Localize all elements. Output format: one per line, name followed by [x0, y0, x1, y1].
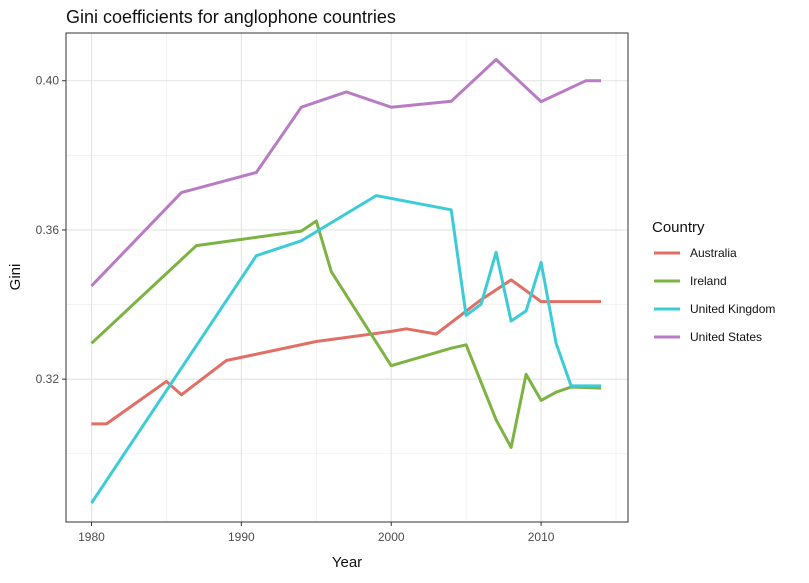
legend: Australia Ireland United Kingdom United Sta… [654, 246, 775, 344]
y-tick-label: 0.32 [36, 372, 60, 386]
series-line-australia [91, 278, 601, 426]
x-axis-title: Year [332, 554, 362, 571]
series-line-united-states [90, 58, 601, 287]
series-line-united-kingdom [90, 194, 601, 504]
legend-label: Ireland [690, 274, 727, 288]
y-tick-label: 0.40 [36, 74, 60, 88]
x-tick-label: 2010 [528, 530, 555, 544]
x-tick-label: 2000 [378, 530, 405, 544]
x-tick-label: 1980 [78, 530, 105, 544]
y-tick-label: 0.36 [36, 223, 60, 237]
series-line-ireland [90, 219, 602, 449]
x-tick-label: 1990 [228, 530, 255, 544]
legend-label: United States [690, 330, 762, 344]
chart-title: Gini coefficients for anglophone countri… [66, 7, 396, 27]
legend-label: Australia [690, 246, 737, 260]
series-lines [90, 58, 602, 504]
legend-label: United Kingdom [690, 302, 775, 316]
legend-title: Country [652, 219, 705, 236]
plot-panel-border [65, 32, 629, 523]
grid [66, 33, 628, 522]
axes: 1980 1990 2000 2010 0.32 0.36 0.40 [36, 74, 555, 544]
y-axis-title: Gini [7, 264, 24, 291]
